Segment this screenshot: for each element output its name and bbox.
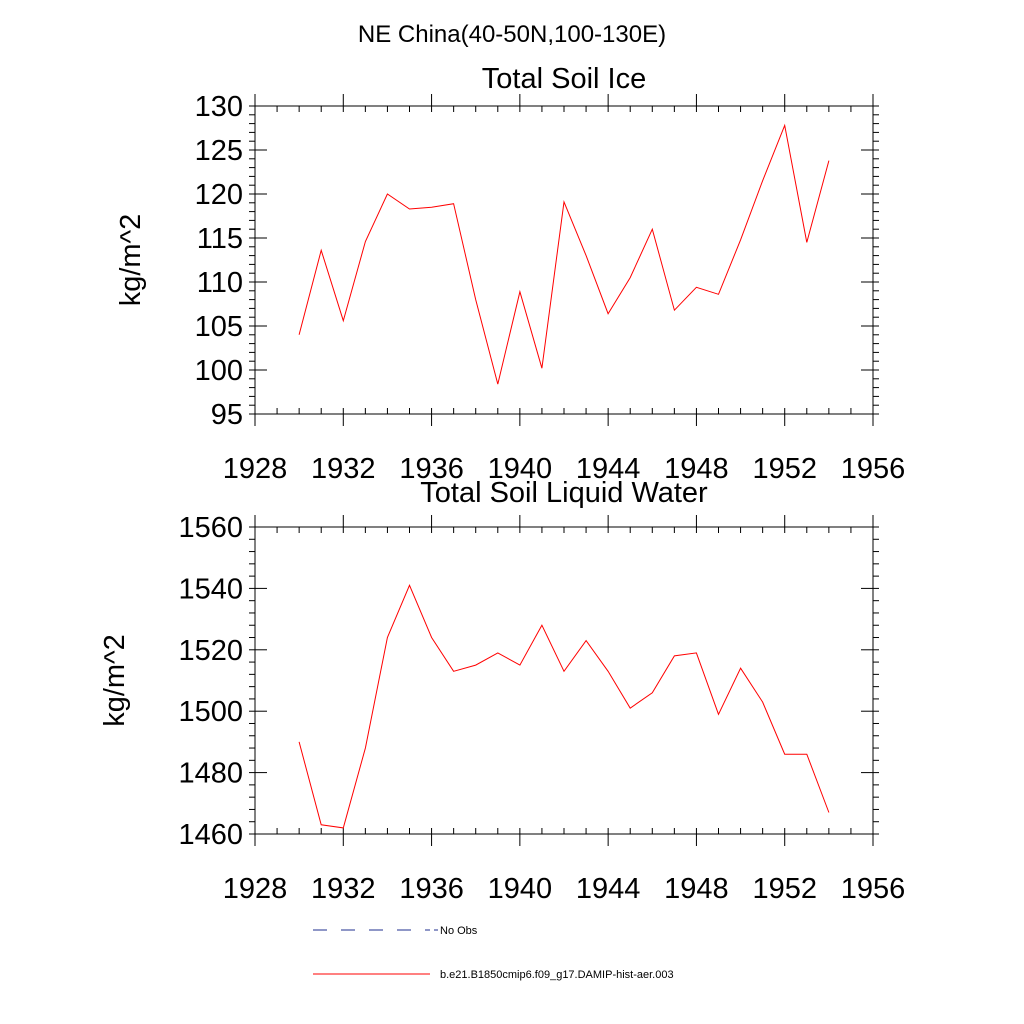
legend-label-no-obs: No Obs [440,925,478,937]
plot-frame [254,105,874,415]
x-tick-label: 1948 [664,453,729,485]
x-tick-label: 1952 [752,453,817,485]
chart-title: Total Soil Ice [482,63,646,95]
panel-total-soil-liquid-water: Total Soil Liquid Water kg/m^2 1928 1932 193… [99,477,905,905]
y-tick-label: 1540 [178,573,243,605]
x-tick-label: 1948 [664,873,729,905]
x-tick-label: 1952 [752,873,817,905]
y-axis-label: kg/m^2 [99,634,131,727]
x-tick-label: 1936 [399,873,464,905]
x-tick-label: 1932 [311,873,376,905]
y-tick-label: 100 [195,355,243,387]
y-tick-label: 105 [195,311,243,343]
legend-label-series: b.e21.B1850cmip6.f09_g17.DAMIP-hist-aer.… [440,969,674,981]
x-tick-label: 1956 [841,453,906,485]
y-tick-label: 130 [195,91,243,123]
y-tick-label: 1500 [178,696,243,728]
y-tick-label: 125 [195,135,243,167]
legend: No Obs b.e21.B1850cmip6.f09_g17.DAMIP-hi… [313,925,674,981]
x-tick-label: 1940 [488,873,553,905]
x-tick-label: 1932 [311,453,376,485]
y-tick-label: 115 [197,223,243,255]
y-tick-label: 95 [211,399,243,431]
x-tick-label: 1956 [841,873,906,905]
y-tick-label: 1460 [178,819,243,851]
main-title: NE China(40-50N,100-130E) [358,21,666,48]
y-tick-label: 110 [197,267,243,299]
x-tick-label: 1944 [576,873,641,905]
series-line [298,123,830,385]
y-tick-label: 1520 [178,635,243,667]
y-tick-label: 120 [195,179,243,211]
x-tick-label: 1944 [576,453,641,485]
y-axis-label: kg/m^2 [115,214,147,307]
panel-total-soil-ice: Total Soil Ice kg/m^2 1928 1932 1936 1940 1944… [115,63,905,485]
x-tick-label: 1936 [399,453,464,485]
y-tick-label: 1480 [178,758,243,790]
x-tick-label: 1928 [223,873,288,905]
series-line [298,584,830,829]
y-tick-label: 1560 [178,512,243,544]
x-tick-label: 1928 [223,453,288,485]
x-tick-label: 1940 [488,453,553,485]
plot-frame [254,526,874,835]
chart-title: Total Soil Liquid Water [420,477,708,509]
